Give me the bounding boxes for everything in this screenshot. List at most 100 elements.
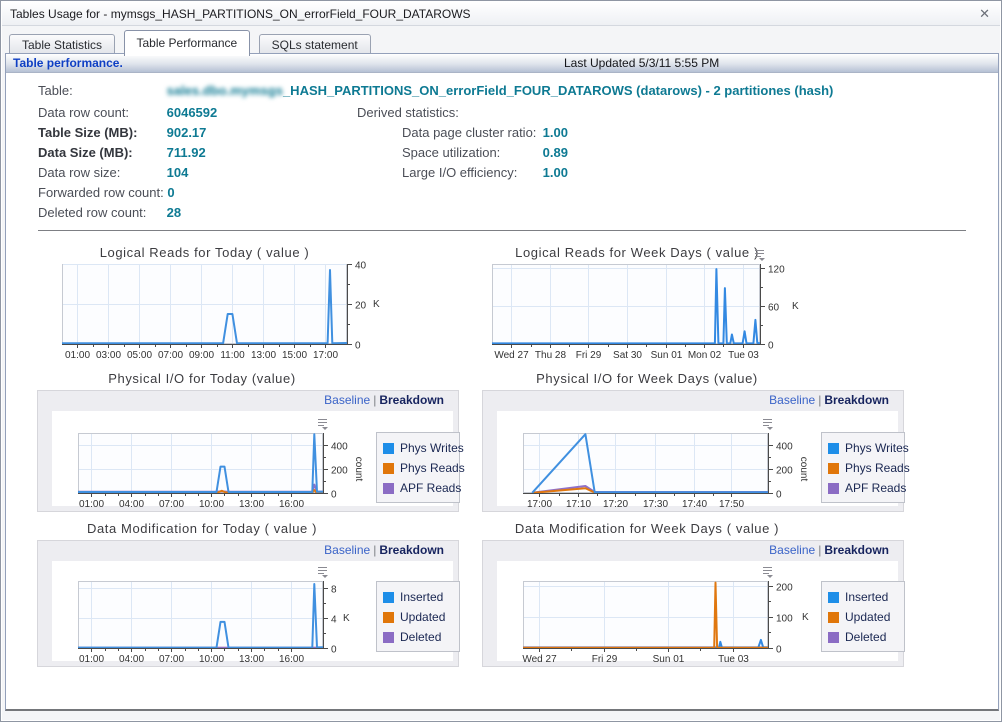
legend-item: Updated [383,610,454,624]
legend-swatch [828,462,839,474]
legend-item: Updated [828,610,899,624]
chart-logical-reads-today: 0 20 40 01:00 03:00 05:00 07:00 09:00 11:00 13:00… [62,261,380,361]
svg-text:07:00: 07:00 [159,499,184,510]
stat-value: 28 [166,205,182,220]
svg-text:17:00: 17:00 [313,350,338,361]
baseline-link[interactable]: Baseline [769,543,816,557]
data-mod-today-panel: Baseline | Breakdown 0 4 8 01:00 04:00 07:00 10:… [37,540,460,667]
chart-title-data-mod-today: Data Modification for Today ( value ) [86,521,318,536]
baseline-link[interactable]: Baseline [769,393,816,407]
tab-bar: Table Statistics Table Performance SQLs … [5,29,997,56]
panel-header: Table performance. Last Updated 5/3/11 5… [6,54,998,73]
section-divider [38,230,966,231]
svg-text:03:00: 03:00 [96,350,121,361]
legend-label: APF Reads [845,481,907,495]
baseline-link[interactable]: Baseline [324,543,371,557]
legend-item: APF Reads [828,481,906,495]
svg-text:K: K [802,612,809,623]
svg-text:100: 100 [776,614,793,625]
svg-text:13:00: 13:00 [239,499,264,510]
legend-item: Phys Writes [828,441,909,455]
breakdown-link[interactable]: Breakdown [824,393,889,407]
svg-text:0: 0 [331,645,337,656]
chart-menu-icon[interactable] [762,417,776,430]
legend-swatch [383,442,394,454]
stat-row: Deleted row count: 28 [38,205,181,220]
svg-text:count: count [353,457,364,482]
svg-text:Sat 30: Sat 30 [613,350,642,361]
data-mod-week-panel: Baseline | Breakdown 0 100 200 Wed 27 Fri 29 Su… [482,540,905,667]
legend-swatch [828,591,839,603]
svg-text:Sun 01: Sun 01 [651,350,683,361]
breakdown-link[interactable]: Breakdown [824,543,889,557]
svg-text:0: 0 [355,341,361,352]
svg-text:200: 200 [776,466,793,477]
breakdown-link[interactable]: Breakdown [379,393,444,407]
tab-table-performance[interactable]: Table Performance [123,30,251,56]
chart-legend: Phys Writes Phys Reads APF Reads [821,432,910,503]
svg-text:0: 0 [768,341,774,352]
svg-text:400: 400 [331,442,348,453]
legend-label: Updated [400,610,446,624]
legend-item: Deleted [828,630,899,644]
legend-label: Phys Reads [845,461,910,475]
stat-label: Deleted row count: [38,205,147,220]
stat-value: 0.89 [542,145,568,160]
legend-item: Inserted [828,590,899,604]
legend-swatch [828,611,839,623]
legend-label: Phys Writes [845,441,909,455]
legend-swatch [383,631,394,643]
svg-text:17:00: 17:00 [527,499,552,510]
svg-text:40: 40 [355,261,367,272]
chart-menu-icon[interactable] [754,248,768,261]
stat-value: 6046592 [166,105,218,120]
legend-label: Inserted [845,590,889,604]
derived-stat-row: Data page cluster ratio: 1.00 [402,125,568,140]
svg-text:16:00: 16:00 [279,654,304,665]
baseline-breakdown-links: Baseline | Breakdown [769,393,889,407]
chart-menu-icon[interactable] [317,565,331,578]
svg-text:01:00: 01:00 [65,350,90,361]
svg-text:60: 60 [768,303,780,314]
svg-text:K: K [792,301,799,312]
chart-title-data-mod-week: Data Modification for Week Days ( value … [514,521,780,536]
legend-item: Deleted [383,630,454,644]
stat-value: 1.00 [542,125,568,140]
svg-text:13:00: 13:00 [251,350,276,361]
tab-table-statistics[interactable]: Table Statistics [9,34,116,56]
svg-text:400: 400 [776,442,793,453]
chart-title-physical-io-week: Physical I/O for Week Days (value) [536,371,758,386]
svg-text:count: count [798,457,809,482]
legend-label: Deleted [845,630,887,644]
svg-text:01:00: 01:00 [79,499,104,510]
chart-legend: Inserted Updated Deleted [376,581,460,652]
derived-stat-row: Large I/O efficiency: 1.00 [402,165,568,180]
breakdown-link[interactable]: Breakdown [379,543,444,557]
svg-text:09:00: 09:00 [189,350,214,361]
svg-text:Thu 28: Thu 28 [535,350,567,361]
derived-statistics-title: Derived statistics: [357,105,459,120]
svg-text:01:00: 01:00 [79,654,104,665]
close-icon[interactable]: ✕ [979,6,990,21]
svg-text:07:00: 07:00 [158,350,183,361]
chart-menu-icon[interactable] [317,417,331,430]
legend-swatch [383,591,394,603]
chart-title-logical-reads-today: Logical Reads for Today ( value ) [99,245,310,260]
svg-text:Wed 27: Wed 27 [522,654,557,665]
svg-text:Wed 27: Wed 27 [494,350,529,361]
stat-row: Forwarded row count: 0 [38,185,175,200]
svg-text:17:10: 17:10 [566,499,591,510]
stat-label: Space utilization: [402,145,501,160]
svg-text:15:00: 15:00 [282,350,307,361]
chart-menu-icon[interactable] [762,565,776,578]
tab-sqls-statement[interactable]: SQLs statement [258,34,371,56]
svg-text:17:50: 17:50 [719,499,744,510]
baseline-link[interactable]: Baseline [324,393,371,407]
svg-text:10:00: 10:00 [199,499,224,510]
chart-logical-reads-week: 0 60 120 Wed 27 Thu 28 Fri 29 Sat 30 Sun 01 Mon … [492,264,799,361]
svg-text:K: K [373,299,380,310]
legend-item: Inserted [383,590,454,604]
legend-swatch [383,462,394,474]
chart-legend: Phys Writes Phys Reads APF Reads [376,432,465,503]
